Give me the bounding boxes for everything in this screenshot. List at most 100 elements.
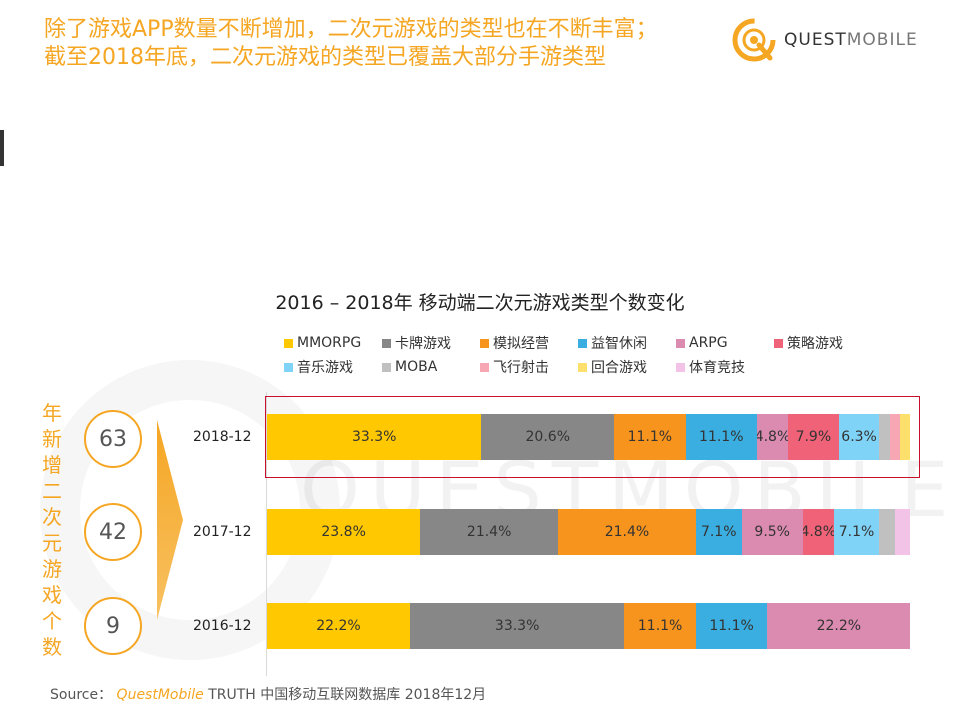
source-prefix: Source： [50,687,113,703]
bar-segment: 7.1% [833,509,880,555]
chart-title: 2016 – 2018年 移动端二次元游戏类型个数变化 [275,292,685,314]
legend-item: 飞行射击 [480,357,578,377]
legend-label: 回合游戏 [591,360,647,376]
source-rest: TRUTH 中国移动互联网数据库 2018年12月 [208,687,487,703]
headline-line-1: 除了游戏APP数量不断增加，二次元游戏的类型也在不断丰富； [44,17,658,42]
legend-label: 模拟经营 [493,336,549,352]
data-label: 33.3% [351,429,397,445]
data-label: 33.3% [494,618,540,634]
legend-item: 模拟经营 [480,333,578,353]
bar-segment: 33.3% [267,414,482,460]
vertical-label-new-games: 年新增二次元游戏个数 [40,400,64,660]
legend-label: MMORPG [297,335,362,351]
vertical-label-char: 游 [42,557,62,581]
legend-label: 策略游戏 [787,336,843,352]
data-label: 11.1% [709,618,754,634]
category-label: 2018-12 [193,429,252,445]
chart-legend: MMORPG 卡牌游戏 模拟经营 益智休闲 ARPG 策略游戏 音乐游戏 MOBA 飞行射击 回合… [284,333,884,377]
legend-label: 体育竞技 [689,360,745,376]
data-label: 4.8% [757,429,788,445]
data-label: 6.3% [841,429,877,445]
legend-swatch [284,362,293,372]
legend-item: 回合游戏 [578,357,676,377]
left-edge-tab [0,130,4,166]
legend-swatch [284,338,293,348]
legend-item: 策略游戏 [774,333,872,353]
questmobile-logo-icon [732,18,776,62]
legend-swatch [578,338,587,348]
bar-segment: 4.8% [757,414,788,460]
vertical-label-char: 元 [42,531,62,555]
data-label: 7.9% [795,429,832,445]
bar-segment [879,509,895,555]
legend-swatch [676,338,685,348]
bar-segment: 11.1% [695,603,768,649]
vertical-label-char: 年 [42,401,62,425]
data-label: 22.2% [316,618,361,634]
legend-swatch [480,338,489,348]
chart-axis-line [266,392,267,676]
bar-row-2018-12: 33.3% 20.6% 11.1% 11.1% 4.8% 7.9% 6.3% [267,414,911,460]
category-label: 2017-12 [193,524,252,540]
vertical-label-char: 数 [42,635,62,659]
logo-mobile: MOBILE [846,30,918,50]
data-label: 7.1% [700,524,737,540]
legend-label: 卡牌游戏 [395,336,451,352]
count-circle-2017: 42 [84,503,142,561]
data-label: 9.5% [754,524,790,540]
bar-segment: 11.1% [685,414,758,460]
logo-wordmark: QUESTMOBILE [784,30,918,50]
bar-segment: 6.3% [838,414,880,460]
bar-segment: 22.2% [267,603,410,649]
source-note: Source： QuestMobile TRUTH 中国移动互联网数据库 201… [50,684,486,704]
bar-row-2016-12: 22.2% 33.3% 11.1% 11.1% 22.2% [267,603,911,649]
legend-item: 体育竞技 [676,357,774,377]
legend-label: 音乐游戏 [297,360,353,376]
bar-segment: 33.3% [409,603,625,649]
bar-segment: 23.8% [267,509,421,555]
bar-segment: 9.5% [741,509,803,555]
data-label: 23.8% [321,524,366,540]
count-circle-2016: 9 [84,597,142,655]
bar-segment: 7.1% [695,509,742,555]
highlight-box-2018 [265,396,920,478]
legend-item: 卡牌游戏 [382,333,480,353]
legend-swatch [676,362,685,372]
legend-label: 飞行射击 [493,360,549,376]
legend-swatch [774,338,783,348]
growth-arrow-icon [157,420,183,620]
vertical-label-char: 次 [42,505,62,529]
headline: 除了游戏APP数量不断增加，二次元游戏的类型也在不断丰富； 截至2018年底，二… [44,16,724,72]
bar-segment: 4.8% [802,509,834,555]
data-label: 11.1% [637,618,683,634]
legend-swatch [480,362,489,372]
data-label: 20.6% [525,429,570,445]
bar-segment [894,509,911,555]
legend-swatch [382,362,391,372]
vertical-label-char: 个 [42,609,62,633]
bar-row-2017-12: 23.8%21.4%21.4%7.1%9.5%4.8%7.1% [267,509,911,555]
data-label: 4.8% [802,524,834,540]
vertical-label-char: 新 [42,427,62,451]
legend-label: MOBA [395,359,438,375]
source-brand: QuestMobile [116,687,204,703]
legend-item: MMORPG [284,333,382,353]
logo-quest: QUEST [784,30,847,50]
vertical-label-char: 增 [42,453,62,477]
data-label: 7.1% [838,524,875,540]
bar-segment: 21.4% [420,509,559,555]
vertical-label-char: 二 [42,479,62,503]
bar-segment [899,414,911,460]
legend-item: 音乐游戏 [284,357,382,377]
data-label: 22.2% [816,618,862,634]
questmobile-logo: QUESTMOBILE [728,14,928,66]
legend-swatch [382,338,391,348]
headline-line-2: 截至2018年底，二次元游戏的类型已覆盖大部分手游类型 [44,45,606,70]
bar-segment: 20.6% [481,414,615,460]
bar-segment [889,414,900,460]
category-label: 2016-12 [193,618,252,634]
data-label: 21.4% [604,524,650,540]
legend-item: 益智休闲 [578,333,676,353]
data-label: 11.1% [699,429,744,445]
bar-segment: 11.1% [614,414,686,460]
